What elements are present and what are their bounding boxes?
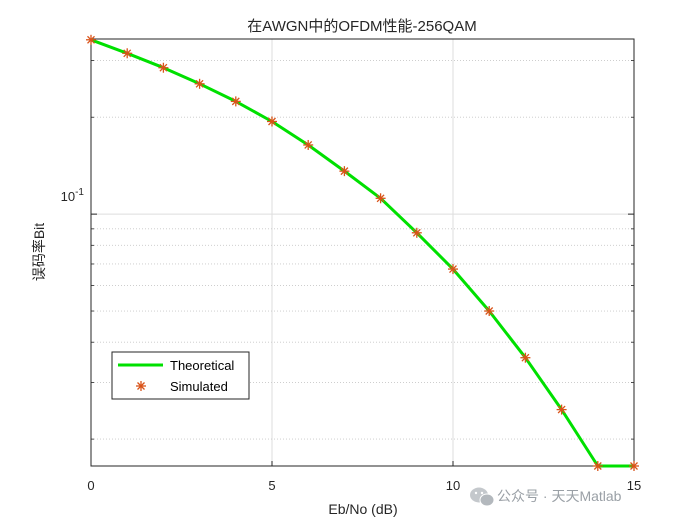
data-point-simulated [122,48,133,59]
y-axis-label: 误码率Bit [31,223,47,281]
plot-area [91,39,634,466]
legend-box [111,351,250,400]
legend: Theoretical Simulated [111,351,250,400]
data-point-simulated [267,116,277,127]
data-point-simulated [158,62,169,73]
data-point-simulated [484,306,495,317]
svg-text:10-1: 10-1 [61,187,85,204]
data-point-simulated [194,78,205,89]
data-point-simulated [303,139,314,150]
legend-marker-simulated [136,381,146,391]
data-point-simulated [230,96,241,107]
x-tick-label: 10 [446,478,460,493]
data-point-simulated [375,193,386,204]
data-point-simulated [448,264,458,275]
y-tick-exponent: -1 [75,187,84,198]
y-tick-base: 10 [61,189,75,204]
wechat-icon [470,487,495,507]
legend-label-simulated: Simulated [170,379,228,394]
watermark-text: 公众号 · 天天Matlab [497,488,622,504]
data-point-simulated [520,352,531,363]
x-tick-label: 15 [627,478,641,493]
legend-label-theoretical: Theoretical [170,358,234,373]
data-point-simulated [411,227,422,238]
series-layer [86,34,639,471]
watermark: 公众号 · 天天Matlab [470,487,622,507]
data-point-simulated [629,461,639,471]
data-point-simulated [86,34,96,45]
x-tick-label: 0 [87,478,94,493]
data-point-simulated [556,404,567,415]
chart-title: 在AWGN中的OFDM性能-256QAM [247,18,476,35]
axes-box [90,38,635,467]
x-tick-label: 5 [268,478,275,493]
data-point-simulated [592,461,603,471]
series-line-theoretical [90,38,634,468]
data-point-simulated [339,166,350,177]
y-tick-label: 10-1 [61,187,85,204]
x-axis-label: Eb/No (dB) [328,501,397,517]
